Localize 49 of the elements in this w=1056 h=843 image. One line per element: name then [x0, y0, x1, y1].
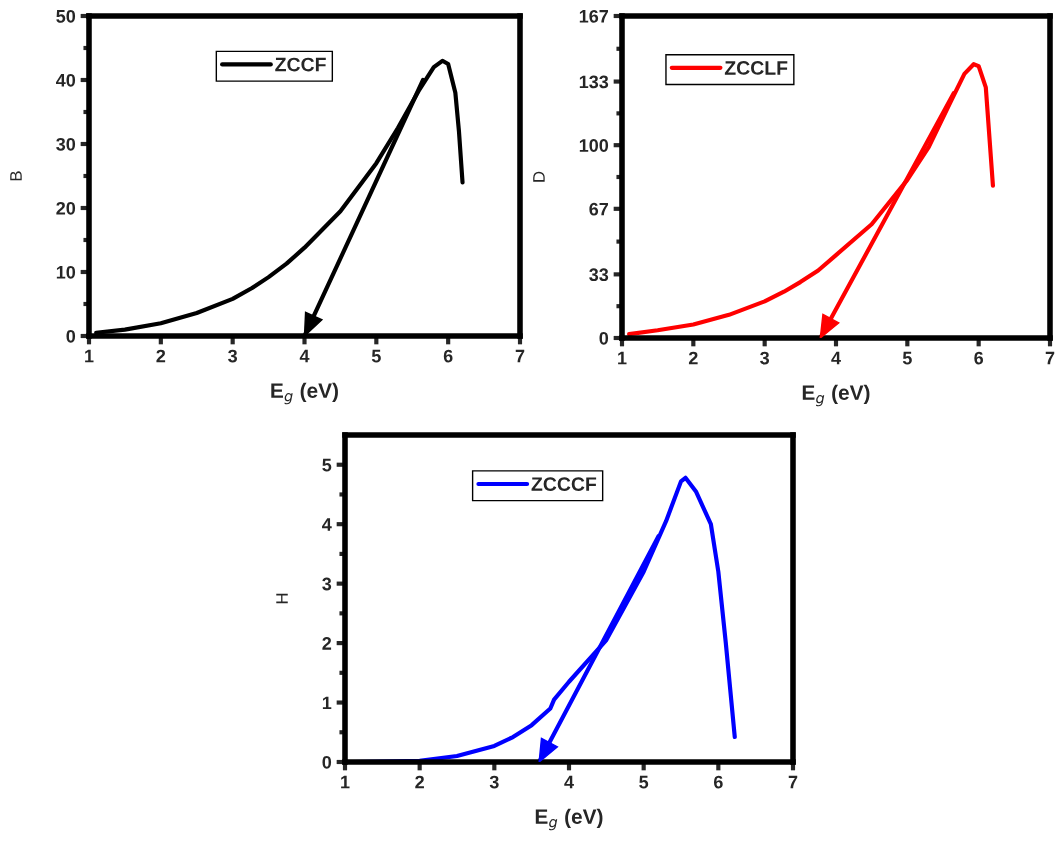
y-tick-label: 20: [56, 201, 76, 215]
x-axis-title: E$_{g}$ (eV): [802, 384, 870, 407]
x-tick-label: 6: [713, 775, 723, 789]
y-tick-label: 0: [66, 329, 76, 343]
y-axis-title: D: [533, 171, 545, 182]
x-tick-label: 6: [974, 351, 984, 365]
x-tick-label: 2: [156, 349, 166, 363]
x-tick-label: 6: [443, 349, 453, 363]
legend-label: ZCCCF: [531, 477, 597, 491]
x-tick-label: 5: [371, 349, 381, 363]
y-tick-label: 40: [56, 73, 76, 87]
x-tick-label: 1: [85, 349, 94, 363]
y-tick-label: 50: [56, 9, 76, 23]
legend-label: ZCCLF: [724, 61, 788, 75]
x-tick-label: 4: [564, 775, 574, 789]
y-tick-label: 100: [579, 139, 609, 152]
x-tick-label: 2: [415, 775, 424, 789]
y-tick-label: 4: [322, 518, 332, 531]
y-tick-label: 33: [589, 268, 609, 282]
x-tick-label: 7: [1045, 351, 1055, 365]
x-tick-label: 5: [902, 351, 912, 365]
y-tick-label: 3: [322, 577, 332, 591]
y-axis-title: H: [276, 593, 288, 604]
y-tick-label: 0: [599, 331, 609, 345]
x-tick-label: 3: [228, 349, 238, 363]
x-tick-label: 7: [515, 349, 525, 363]
y-tick-label: 1: [322, 696, 332, 710]
y-tick-label: 133: [579, 75, 609, 89]
y-tick-label: 0: [322, 755, 332, 769]
x-tick-label: 1: [618, 351, 627, 365]
y-tick-label: 167: [579, 9, 609, 23]
y-axis-title: B: [10, 171, 22, 181]
y-tick-label: 2: [322, 637, 332, 650]
x-axis-title: E$_{g}$ (eV): [535, 808, 603, 831]
line-series: [627, 62, 996, 337]
y-tick-label: 30: [56, 137, 76, 151]
y-tick-label: 10: [56, 265, 76, 279]
x-tick-label: 4: [831, 351, 841, 365]
y-tick-label: 67: [589, 202, 609, 216]
x-tick-label: 1: [341, 775, 350, 789]
x-tick-label: 4: [299, 349, 310, 363]
y-tick-label: 5: [322, 458, 332, 472]
x-tick-label: 3: [760, 351, 770, 365]
x-tick-label: 3: [489, 775, 499, 789]
x-tick-label: 7: [788, 775, 798, 789]
x-tick-label: 5: [639, 775, 649, 789]
x-tick-label: 2: [688, 351, 698, 365]
x-axis-title: E$_{g}$ (eV): [271, 382, 338, 405]
legend-label: ZCCF: [275, 57, 326, 72]
